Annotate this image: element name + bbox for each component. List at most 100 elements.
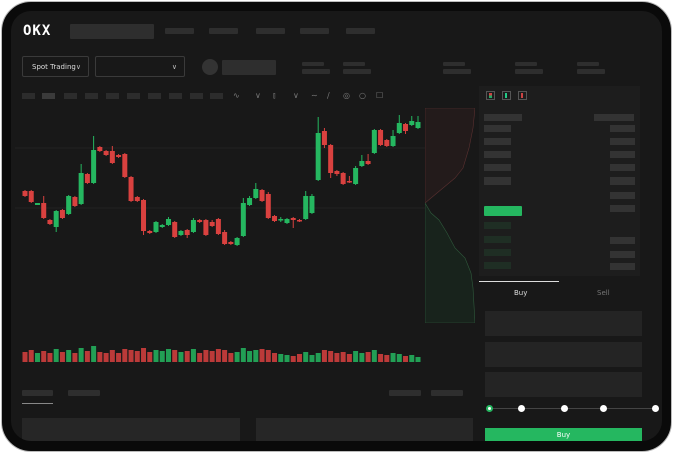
tab-underline [479,281,559,282]
nav-item-3[interactable] [256,28,285,34]
candle-body [66,196,72,214]
volume-bar [253,350,259,362]
settings-icon[interactable]: ◎ [343,91,350,100]
bid-price [484,262,511,269]
tab-buy[interactable]: Buy [514,289,528,297]
bottom-action-2[interactable] [431,390,463,396]
candle-body [59,210,65,218]
timeframe-button[interactable] [22,93,35,99]
slider-mark-0[interactable] [486,405,493,412]
candle-body [190,220,196,232]
bottom-tab-orders[interactable] [22,390,53,396]
depth-chart [425,108,475,323]
volume-bar [371,350,377,362]
volume-bar [153,350,159,362]
ask-amount [610,205,635,212]
spot-trading-dropdown[interactable]: Spot Trading ∨ [22,56,89,77]
candle-body [409,121,415,125]
camera-icon[interactable]: ○ [359,91,366,100]
candle-body [153,222,159,232]
stat-value [343,69,371,74]
candle-body [91,150,97,183]
volume-bar [159,351,165,362]
ask-price [484,178,511,185]
orderbook-bids-icon[interactable] [502,91,511,100]
candle-body [321,131,327,145]
timeframe-button[interactable] [106,93,119,99]
search-bar[interactable] [70,24,154,39]
fullscreen-icon[interactable]: ☐ [376,91,384,100]
candle-body [296,220,302,222]
amount-slider[interactable] [489,408,656,409]
volume-bar [53,349,59,362]
timeframe-button[interactable] [64,93,77,99]
candle-body [215,219,221,234]
timeframe-button[interactable] [169,93,182,99]
timeframe-button[interactable] [127,93,140,99]
candle-body [134,197,140,201]
volume-bar [315,353,321,362]
candlestick-chart[interactable] [15,108,427,376]
volume-bar [128,350,134,362]
volume-bar [228,353,234,362]
candle-body [103,151,109,155]
pair-dropdown[interactable]: ∨ [95,56,185,77]
candle-body [72,197,78,206]
nav-item-2[interactable] [209,28,238,34]
stat-label [302,62,324,66]
candle-body [172,222,178,237]
volume-bar [409,355,415,362]
pencil-icon[interactable]: ∕ [327,91,330,100]
indicator-icon[interactable]: ∿ [233,91,240,100]
timeframe-button[interactable] [148,93,161,99]
candle-body [403,124,409,131]
nav-item-5[interactable] [346,28,375,34]
ask-amount [610,164,635,171]
orderbook-asks-icon[interactable] [518,91,527,100]
stat-value [302,69,330,74]
candle-body [234,238,240,245]
timeframe-button[interactable] [85,93,98,99]
candle-body [284,219,290,223]
orderbook-both-icon[interactable] [486,91,495,100]
slider-mark-25[interactable] [518,405,525,412]
timeframe-button[interactable] [210,93,223,99]
stat-label [577,62,599,66]
price-input[interactable] [485,311,642,336]
nav-item-1[interactable] [165,28,194,34]
slider-mark-100[interactable] [652,405,659,412]
volume-bar [78,348,84,362]
buy-submit-button[interactable]: Buy [485,428,642,441]
pair-name [222,60,276,75]
volume-bar [197,353,203,362]
volume-bar [353,351,359,362]
candle-body [78,173,84,204]
chevron-down-icon[interactable]: ∨ [255,91,261,100]
ask-price [484,138,511,145]
ask-amount [610,138,635,145]
volume-bar [309,355,315,362]
slider-mark-50[interactable] [561,405,568,412]
timeframe-button[interactable] [42,93,55,99]
bottom-tab-history[interactable] [68,390,100,396]
volume-bar [97,352,103,362]
volume-bar [209,351,215,362]
candle-body [41,203,47,218]
timeframe-button[interactable] [190,93,203,99]
candle-type-icon[interactable]: ⫾ [273,91,276,100]
amount-input[interactable] [485,342,642,367]
nav-item-4[interactable] [300,28,329,34]
slider-mark-75[interactable] [600,405,607,412]
total-input[interactable] [485,372,642,397]
tab-sell[interactable]: Sell [597,289,610,297]
volume-bar [134,351,140,362]
volume-bar [328,351,334,362]
chevron-down-icon[interactable]: ∨ [293,91,299,100]
candle-body [272,216,278,221]
line-tool-icon[interactable]: ∼ [311,91,318,100]
okx-logo[interactable]: OKX [23,23,52,39]
orderbook-header [484,114,522,121]
bottom-action-1[interactable] [389,390,421,396]
volume-bar [303,352,309,362]
candle-body [28,191,34,202]
